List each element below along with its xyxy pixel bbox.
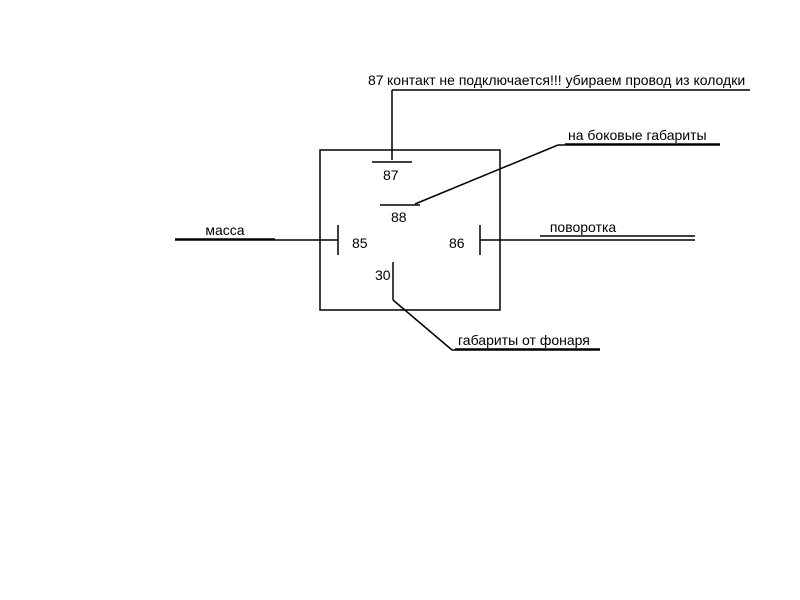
label-bottom: габариты от фонаря (458, 332, 590, 348)
relay-diagram: масса поворотка 85 86 87 88 30 87 контак… (0, 0, 800, 600)
label-right: поворотка (550, 219, 617, 235)
label-top-right: на боковые габариты (568, 127, 707, 143)
leader-88-a (415, 145, 558, 204)
label-top-prefix: 87 (368, 72, 384, 88)
label-left: масса (205, 222, 244, 238)
pin-88-label: 88 (391, 209, 407, 225)
leader-30-a (393, 300, 452, 350)
relay-box (320, 150, 500, 310)
pin-85-label: 85 (352, 235, 368, 251)
pin-30-label: 30 (375, 267, 391, 283)
pin-86-label: 86 (449, 235, 465, 251)
pin-87-label: 87 (383, 167, 399, 183)
label-top-note: контакт не подключается!!! убираем прово… (387, 72, 745, 88)
